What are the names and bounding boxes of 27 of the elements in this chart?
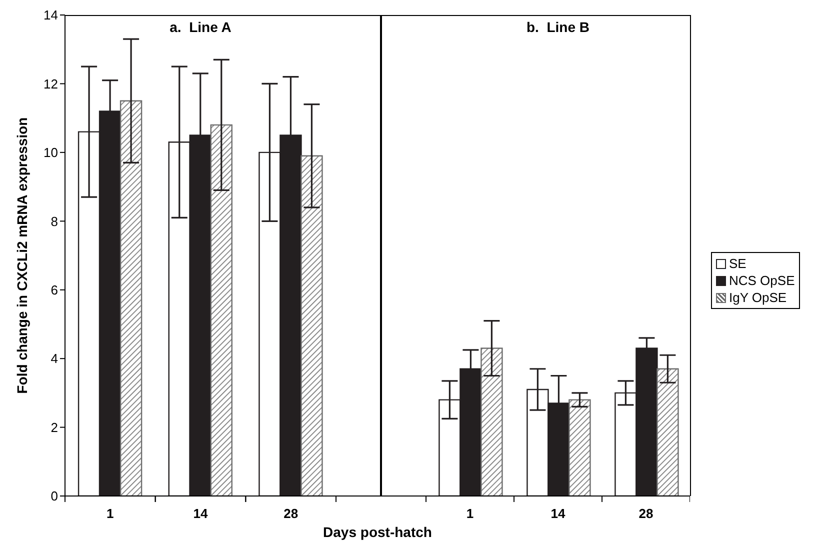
x-axis-title: Days post-hatch <box>322 524 433 540</box>
x-tick-label: 28 <box>638 506 654 521</box>
y-tick-label: 4 <box>50 351 58 366</box>
y-tick-label: 6 <box>50 282 58 298</box>
y-axis-title: Fold change in CXCLi2 mRNA expression <box>14 117 30 394</box>
y-tick-label: 8 <box>50 214 58 229</box>
x-tick-label: 14 <box>550 506 566 521</box>
bar <box>300 155 323 496</box>
legend-label: SE <box>729 255 746 272</box>
x-tick-label: 1 <box>466 506 474 521</box>
x-tick-label: 1 <box>106 506 114 521</box>
y-tick-label: 2 <box>50 420 58 435</box>
y-tick-label: 12 <box>44 76 58 92</box>
bar <box>568 399 591 496</box>
bar <box>656 368 679 496</box>
y-tick-label: 14 <box>44 8 58 23</box>
bar <box>120 100 142 496</box>
bar <box>210 124 232 496</box>
x-tick-label: 28 <box>284 506 298 521</box>
legend-label: IgY OpSE <box>729 289 787 306</box>
y-tick-label: 10 <box>44 145 58 160</box>
bar <box>480 348 503 496</box>
y-tick-label: 0 <box>50 488 58 504</box>
legend-label: NCS OpSE <box>729 272 795 289</box>
x-tick-label: 14 <box>193 506 208 521</box>
chart-title: b. Line B <box>526 19 590 35</box>
chart-title: a. Line A <box>168 19 232 35</box>
